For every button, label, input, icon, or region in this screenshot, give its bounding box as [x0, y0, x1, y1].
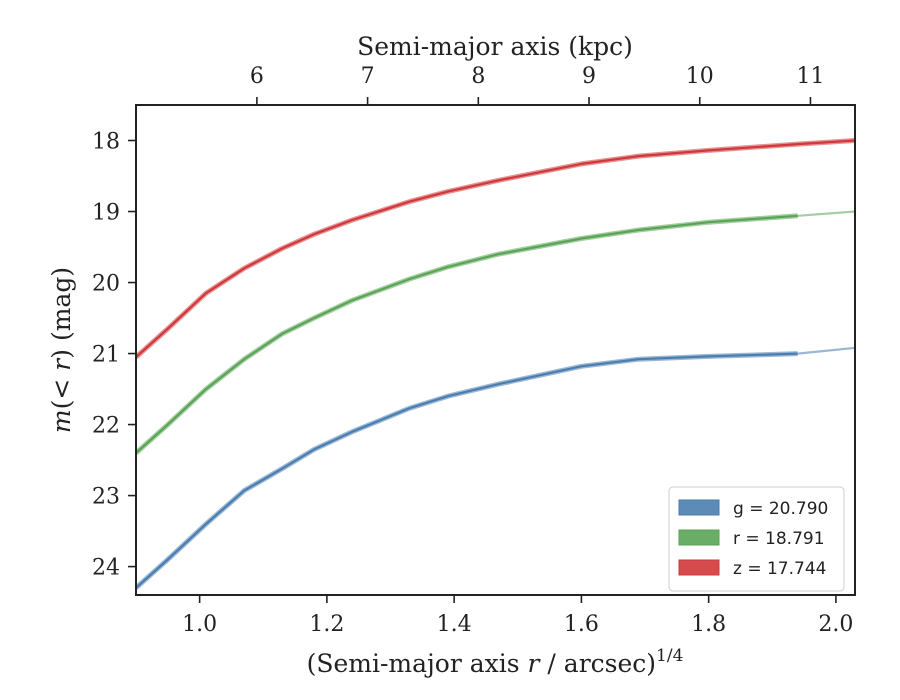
- y-tick-label: 22: [92, 414, 120, 439]
- y-tick-label: 18: [92, 130, 120, 155]
- legend: g = 20.790 r = 18.791 z = 17.744: [668, 486, 845, 592]
- y-axis-title-var-m: m: [47, 409, 76, 433]
- legend-swatch-g: [678, 499, 720, 516]
- y-tick-label: 20: [92, 272, 120, 297]
- x-tick-label: 1.8: [691, 612, 726, 637]
- y-axis-title-var-r: r: [47, 357, 76, 371]
- top-tick-label: 6: [250, 64, 264, 89]
- x-tick-label: 1.6: [564, 612, 599, 637]
- x-tick-label: 1.0: [182, 612, 217, 637]
- y-tick-label: 21: [92, 343, 120, 368]
- y-axis-title-post: ) (mag): [47, 267, 76, 359]
- series-line-r-band: [136, 213, 798, 455]
- ticks-group: 1.0 1.2 1.4 1.6 1.8 2.0 18 19 20 21 22 23 24 6 7 8 9 10 11: [92, 64, 853, 637]
- y-axis-title: m(< r) (mag): [47, 267, 76, 433]
- legend-label-r: r = 18.791: [733, 529, 825, 549]
- top-tick-label: 10: [686, 64, 714, 89]
- x-tick-label: 1.2: [309, 612, 344, 637]
- legend-swatch-z: [678, 559, 720, 576]
- y-axis-title-mid: (<: [47, 371, 76, 410]
- top-tick-label: 11: [796, 64, 824, 89]
- series-line-r-extension: [797, 210, 855, 217]
- series-line-g-extension: [797, 346, 855, 355]
- top-tick-label: 9: [582, 64, 596, 89]
- series-group: [136, 138, 855, 590]
- series-line-z-band: [136, 138, 855, 359]
- series-line-r-core: [136, 214, 798, 454]
- top-tick-label: 7: [361, 64, 375, 89]
- legend-swatch-r: [678, 529, 720, 546]
- x-axis-title-text: (Semi-major axis: [307, 649, 528, 678]
- x-tick-label: 1.4: [437, 612, 472, 637]
- x-tick-label: 2.0: [818, 612, 853, 637]
- top-tick-label: 8: [471, 64, 485, 89]
- legend-label-z: z = 17.744: [733, 559, 826, 579]
- x-axis-title-tail: / arcsec): [539, 649, 656, 678]
- plot-frame: [135, 104, 856, 596]
- series-line-z-core: [136, 139, 855, 358]
- x-axis-title-var: r: [528, 649, 542, 678]
- x-axis-title: (Semi-major axis r / arcsec)1/4: [307, 646, 684, 678]
- y-tick-label: 23: [92, 485, 120, 510]
- legend-label-g: g = 20.790: [733, 499, 828, 519]
- y-tick-label: 24: [92, 556, 120, 581]
- top-axis-title: Semi-major axis (kpc): [357, 32, 633, 61]
- series-line-g-core: [136, 352, 798, 589]
- y-tick-label: 19: [92, 201, 120, 226]
- x-axis-title-exp: 1/4: [656, 646, 683, 666]
